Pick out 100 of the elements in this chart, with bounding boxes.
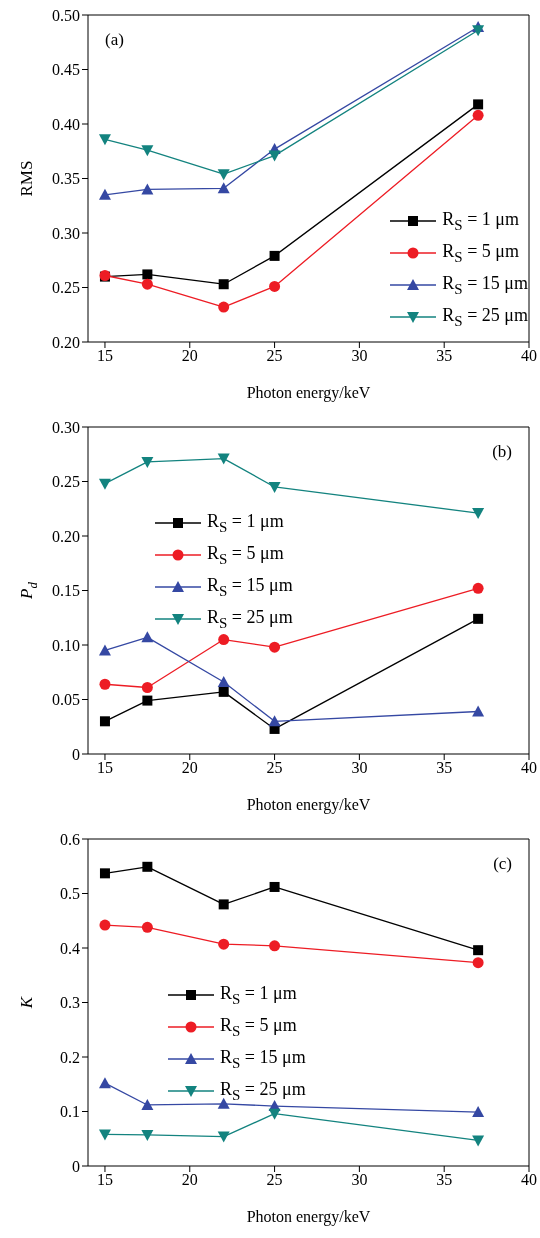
y-tick-label: 0.25 bbox=[52, 473, 80, 491]
y-axis-title: RMS bbox=[16, 160, 36, 197]
y-tick-label: 0.3 bbox=[60, 994, 80, 1012]
point bbox=[141, 145, 154, 157]
y-tick-label: 0.40 bbox=[52, 115, 80, 133]
x-tick-label: 20 bbox=[181, 347, 198, 365]
point bbox=[218, 899, 229, 910]
point bbox=[141, 456, 154, 468]
point bbox=[98, 644, 111, 656]
point bbox=[217, 676, 230, 688]
x-axis-title: Photon energy/keV bbox=[246, 796, 371, 814]
x-tick-label: 35 bbox=[436, 759, 453, 777]
x-tick-label: 40 bbox=[521, 759, 537, 777]
point bbox=[473, 613, 484, 624]
point bbox=[141, 682, 153, 694]
point bbox=[218, 634, 230, 646]
annotation: (c) bbox=[493, 854, 512, 874]
y-tick-label: 0 bbox=[72, 1157, 80, 1175]
point bbox=[217, 1097, 230, 1109]
point bbox=[268, 150, 281, 162]
point bbox=[472, 508, 485, 520]
x-tick-label: 30 bbox=[351, 759, 368, 777]
point bbox=[472, 1106, 485, 1118]
point bbox=[99, 919, 111, 931]
point bbox=[99, 678, 111, 690]
point bbox=[141, 278, 153, 290]
x-tick-label: 30 bbox=[351, 1171, 368, 1189]
legend-label: R$_{S}$ = 15 μm bbox=[207, 574, 293, 600]
legend-label: R$_{S}$ = 5 μm bbox=[207, 542, 284, 568]
point bbox=[141, 183, 154, 195]
point bbox=[269, 250, 280, 261]
point bbox=[269, 940, 281, 952]
annotation: (a) bbox=[105, 30, 124, 50]
point bbox=[98, 134, 111, 146]
point bbox=[218, 686, 229, 697]
y-tick-label: 0.30 bbox=[52, 418, 80, 436]
x-tick-label: 15 bbox=[96, 347, 113, 365]
point bbox=[472, 109, 484, 121]
point bbox=[142, 695, 153, 706]
y-tick-label: 0.50 bbox=[52, 6, 80, 24]
x-tick-label: 30 bbox=[351, 347, 368, 365]
y-tick-label: 0.25 bbox=[52, 279, 80, 297]
point bbox=[473, 945, 484, 956]
point bbox=[99, 868, 110, 879]
x-tick-label: 20 bbox=[181, 759, 198, 777]
annotation: (b) bbox=[492, 442, 512, 462]
legend-label: R$_{S}$ = 25 μm bbox=[442, 304, 528, 330]
legend-label: R$_{S}$ = 25 μm bbox=[220, 1078, 306, 1104]
y-axis-title: K bbox=[16, 995, 36, 1010]
point bbox=[98, 1129, 111, 1141]
point bbox=[98, 478, 111, 490]
point bbox=[98, 1077, 111, 1089]
point bbox=[141, 1098, 154, 1110]
x-tick-label: 40 bbox=[521, 347, 537, 365]
y-tick-label: 0.30 bbox=[52, 224, 80, 242]
x-tick-label: 20 bbox=[181, 1171, 198, 1189]
point bbox=[141, 631, 154, 643]
point bbox=[268, 715, 281, 727]
y-tick-label: 0.2 bbox=[60, 1048, 80, 1066]
point bbox=[269, 280, 281, 292]
y-tick-label: 0.4 bbox=[60, 939, 80, 957]
legend-label: R$_{S}$ = 15 μm bbox=[220, 1046, 306, 1072]
x-tick-label: 35 bbox=[436, 347, 453, 365]
x-tick-label: 40 bbox=[521, 1171, 537, 1189]
point bbox=[217, 453, 230, 465]
y-tick-label: 0.20 bbox=[52, 333, 80, 351]
y-tick-label: 0.6 bbox=[60, 830, 80, 848]
x-tick-label: 35 bbox=[436, 1171, 453, 1189]
y-tick-label: 0.5 bbox=[60, 885, 80, 903]
point bbox=[98, 188, 111, 200]
point bbox=[217, 182, 230, 194]
y-tick-label: 0 bbox=[72, 745, 80, 763]
legend-label: R$_{S}$ = 5 μm bbox=[442, 240, 519, 266]
point bbox=[141, 921, 153, 933]
x-tick-label: 15 bbox=[96, 1171, 113, 1189]
y-tick-label: 0.1 bbox=[60, 1103, 80, 1121]
x-tick-label: 15 bbox=[96, 759, 113, 777]
point bbox=[218, 279, 229, 290]
legend-label: R$_{S}$ = 1 μm bbox=[220, 982, 297, 1008]
y-tick-label: 0.15 bbox=[52, 582, 80, 600]
point bbox=[472, 705, 485, 717]
point bbox=[472, 1135, 485, 1147]
point bbox=[218, 938, 230, 950]
y-tick-label: 0.45 bbox=[52, 61, 80, 79]
x-axis-title: Photon energy/keV bbox=[246, 384, 371, 402]
y-tick-label: 0.10 bbox=[52, 636, 80, 654]
point bbox=[217, 1131, 230, 1143]
point bbox=[268, 481, 281, 493]
point bbox=[142, 269, 153, 280]
point bbox=[269, 881, 280, 892]
y-tick-label: 0.35 bbox=[52, 170, 80, 188]
point bbox=[472, 25, 485, 37]
y-tick-label: 0.20 bbox=[52, 527, 80, 545]
point bbox=[472, 582, 484, 594]
point bbox=[142, 861, 153, 872]
legend-label: R$_{S}$ = 25 μm bbox=[207, 606, 293, 632]
point bbox=[218, 301, 230, 313]
point bbox=[472, 957, 484, 969]
y-tick-label: 0.05 bbox=[52, 691, 80, 709]
legend-label: R$_{S}$ = 1 μm bbox=[442, 208, 519, 234]
